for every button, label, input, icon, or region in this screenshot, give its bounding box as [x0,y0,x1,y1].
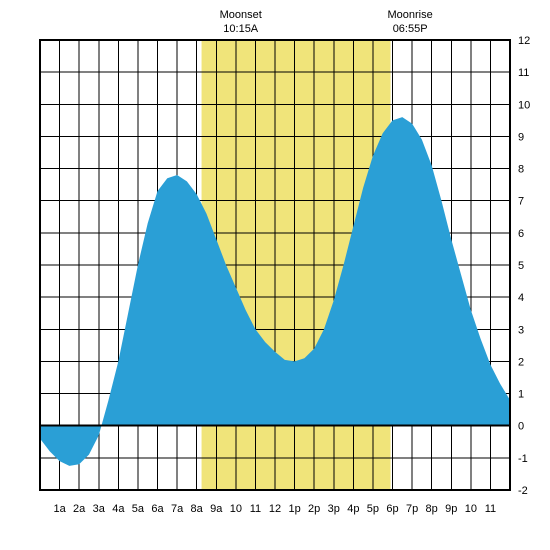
y-tick-label: 12 [518,35,530,47]
y-tick-label: 11 [518,67,529,79]
moonrise-time: 06:55P [393,23,428,35]
x-tick-label: 11 [250,503,261,515]
moonrise-label: Moonrise [388,9,433,21]
y-tick-label: 8 [518,164,524,176]
tide-chart: -2-101234567891011121a2a3a4a5a6a7a8a9a10… [0,0,550,550]
x-tick-label: 11 [485,503,496,515]
x-tick-label: 4a [112,503,125,515]
x-tick-label: 8p [426,503,438,515]
x-tick-label: 5a [132,503,145,515]
y-tick-label: 3 [518,324,524,336]
y-tick-label: 6 [518,228,524,240]
x-tick-label: 6a [151,503,164,515]
y-tick-label: 9 [518,131,524,143]
x-tick-label: 10 [230,503,242,515]
x-tick-label: 10 [465,503,477,515]
x-tick-label: 7p [406,503,418,515]
y-tick-label: 4 [518,292,524,304]
x-tick-label: 7a [171,503,184,515]
x-tick-label: 3p [328,503,340,515]
x-tick-label: 3a [93,503,106,515]
y-tick-label: -1 [518,453,528,465]
x-tick-label: 9a [210,503,223,515]
y-tick-label: 10 [518,99,530,111]
x-tick-label: 12 [269,503,281,515]
x-tick-label: 9p [445,503,457,515]
y-tick-label: 0 [518,421,524,433]
chart-svg: -2-101234567891011121a2a3a4a5a6a7a8a9a10… [0,0,550,550]
x-tick-label: 2p [308,503,320,515]
moonset-label: Moonset [220,9,262,21]
x-tick-label: 2a [73,503,86,515]
y-tick-label: 1 [518,389,524,401]
y-tick-label: -2 [518,485,528,497]
moonset-time: 10:15A [223,23,259,35]
x-tick-label: 1p [288,503,300,515]
y-tick-label: 5 [518,260,524,272]
x-tick-label: 4p [347,503,359,515]
x-tick-label: 6p [386,503,398,515]
y-tick-label: 2 [518,356,524,368]
y-tick-label: 7 [518,196,524,208]
x-tick-label: 1a [53,503,66,515]
x-tick-label: 5p [367,503,379,515]
x-tick-label: 8a [191,503,204,515]
